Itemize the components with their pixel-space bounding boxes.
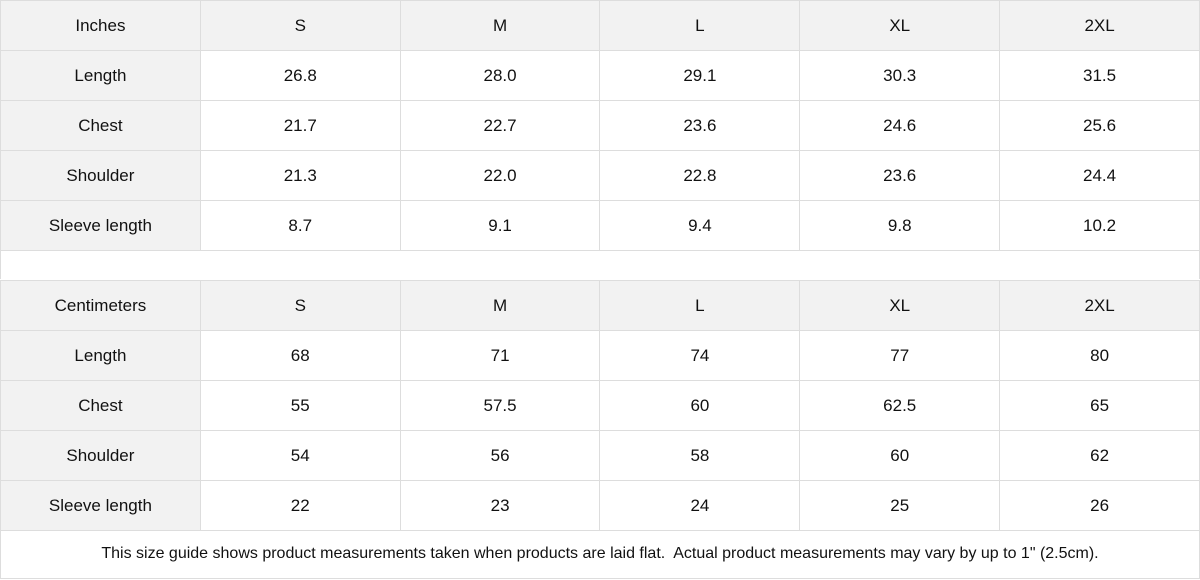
size-header: 2XL: [999, 0, 1200, 51]
measurement-cell: 9.1: [399, 200, 601, 251]
measurement-cell: 24: [599, 480, 801, 531]
unit-header: Centimeters: [0, 280, 201, 331]
measurement-cell: 29.1: [599, 50, 801, 101]
measurement-cell: 60: [799, 430, 1001, 481]
measurement-cell: 23.6: [599, 100, 801, 151]
measurement-cell: 28.0: [399, 50, 601, 101]
size-header: M: [399, 280, 601, 331]
size-header: L: [599, 0, 801, 51]
measurement-cell: 60: [599, 380, 801, 431]
measurement-cell: 71: [399, 330, 601, 381]
measurement-cell: 22: [199, 480, 401, 531]
size-header: XL: [799, 0, 1001, 51]
measurement-cell: 58: [599, 430, 801, 481]
row-label: Shoulder: [0, 150, 201, 201]
measurement-cell: 68: [199, 330, 401, 381]
size-header: S: [199, 280, 401, 331]
row-label: Chest: [0, 380, 201, 431]
size-guide-note: This size guide shows product measuremen…: [0, 530, 1200, 579]
measurement-cell: 25: [799, 480, 1001, 531]
measurement-cell: 23: [399, 480, 601, 531]
row-label: Chest: [0, 100, 201, 151]
measurement-cell: 22.0: [399, 150, 601, 201]
table-row: Sleeve length 22 23 24 25 26: [0, 480, 1200, 531]
measurement-cell: 25.6: [999, 100, 1200, 151]
row-label: Length: [0, 330, 201, 381]
measurement-cell: 62: [999, 430, 1200, 481]
table-row: Length 68 71 74 77 80: [0, 330, 1200, 381]
row-label: Shoulder: [0, 430, 201, 481]
measurement-cell: 9.4: [599, 200, 801, 251]
measurement-cell: 10.2: [999, 200, 1200, 251]
table-row: Sleeve length 8.7 9.1 9.4 9.8 10.2: [0, 200, 1200, 251]
table-row: Shoulder 21.3 22.0 22.8 23.6 24.4: [0, 150, 1200, 201]
table-row: Length 26.8 28.0 29.1 30.3 31.5: [0, 50, 1200, 101]
table-spacer: [0, 250, 1200, 279]
unit-header: Inches: [0, 0, 201, 51]
measurement-cell: 77: [799, 330, 1001, 381]
measurement-cell: 74: [599, 330, 801, 381]
measurement-cell: 80: [999, 330, 1200, 381]
measurement-cell: 65: [999, 380, 1200, 431]
measurement-cell: 22.8: [599, 150, 801, 201]
measurement-cell: 26.8: [199, 50, 401, 101]
measurement-cell: 56: [399, 430, 601, 481]
table-row: Shoulder 54 56 58 60 62: [0, 430, 1200, 481]
size-header: S: [199, 0, 401, 51]
size-header: L: [599, 280, 801, 331]
measurement-cell: 54: [199, 430, 401, 481]
measurement-cell: 24.4: [999, 150, 1200, 201]
header-row: Centimeters S M L XL 2XL: [0, 280, 1200, 331]
measurement-cell: 23.6: [799, 150, 1001, 201]
measurement-cell: 24.6: [799, 100, 1001, 151]
table-row: Chest 55 57.5 60 62.5 65: [0, 380, 1200, 431]
measurement-cell: 31.5: [999, 50, 1200, 101]
row-label: Sleeve length: [0, 480, 201, 531]
measurement-cell: 57.5: [399, 380, 601, 431]
size-table-centimeters: Centimeters S M L XL 2XL Length 68 71 74 77 80 Chest…: [0, 280, 1200, 531]
size-header: XL: [799, 280, 1001, 331]
row-label: Length: [0, 50, 201, 101]
measurement-cell: 22.7: [399, 100, 601, 151]
header-row: Inches S M L XL 2XL: [0, 0, 1200, 51]
measurement-cell: 8.7: [199, 200, 401, 251]
row-label: Sleeve length: [0, 200, 201, 251]
size-table-inches: Inches S M L XL 2XL Length 26.8 28.0 29.1 30.3 31.5…: [0, 0, 1200, 251]
measurement-cell: 26: [999, 480, 1200, 531]
size-header: M: [399, 0, 601, 51]
measurement-cell: 9.8: [799, 200, 1001, 251]
table-row: Chest 21.7 22.7 23.6 24.6 25.6: [0, 100, 1200, 151]
measurement-cell: 55: [199, 380, 401, 431]
measurement-cell: 21.3: [199, 150, 401, 201]
measurement-cell: 21.7: [199, 100, 401, 151]
size-header: 2XL: [999, 280, 1200, 331]
measurement-cell: 62.5: [799, 380, 1001, 431]
measurement-cell: 30.3: [799, 50, 1001, 101]
